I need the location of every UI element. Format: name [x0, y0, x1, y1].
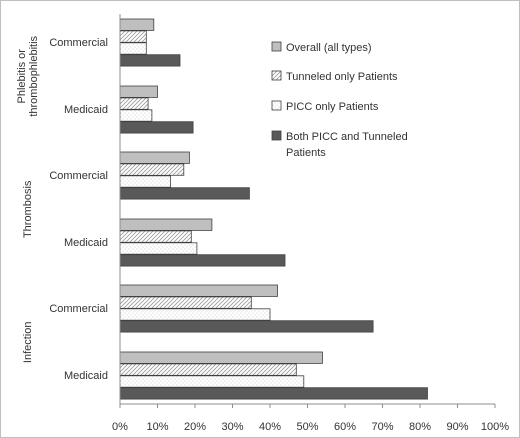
x-tick-label: 100% — [481, 421, 509, 433]
bar-picc — [119, 175, 171, 188]
group-label-line: Infection — [22, 322, 34, 364]
x-tick-label: 20% — [184, 421, 206, 433]
x-tick-label: 60% — [334, 421, 356, 433]
x-tick-label: 30% — [221, 421, 243, 433]
bar-overall — [119, 218, 213, 231]
legend-label: PICC only Patients — [286, 101, 379, 113]
category-label: Medicaid — [64, 370, 108, 382]
category-label: Medicaid — [64, 237, 108, 249]
bar-tunneled — [119, 97, 149, 110]
legend-swatch-picc — [271, 100, 282, 111]
x-tick-label: 80% — [409, 421, 431, 433]
bar-overall — [119, 284, 278, 297]
legend-label-line: Both PICC and Tunneled — [286, 131, 408, 143]
x-tick-label: 40% — [259, 421, 281, 433]
x-tick-label: 70% — [371, 421, 393, 433]
bar-overall — [119, 351, 323, 364]
legend-swatch-overall — [271, 41, 282, 52]
bar-both — [119, 387, 428, 400]
legend-label: Both PICC and Tunneled Patients — [286, 131, 408, 159]
legend-swatch-tunneled — [271, 70, 282, 81]
group-label-line: Thrombosis — [22, 180, 34, 238]
bar-overall — [119, 151, 190, 164]
x-tick-label: 10% — [146, 421, 168, 433]
legend-label-line: Patients — [286, 147, 326, 159]
group-label: Phlebitis orthrombophlebitis — [16, 35, 40, 116]
bar-tunneled — [119, 363, 297, 376]
legend-swatch-both — [271, 130, 282, 141]
category-label: Commercial — [49, 303, 108, 315]
bar-overall — [119, 85, 158, 98]
bar-picc — [119, 42, 147, 55]
bar-picc — [119, 242, 198, 255]
bar-tunneled — [119, 230, 192, 243]
bar-both — [119, 254, 286, 267]
bar-overall — [119, 18, 155, 31]
legend-label-line: PICC only Patients — [286, 101, 379, 113]
group-label-line: Phlebitis or — [16, 49, 28, 104]
legend-label: Overall (all types) — [286, 42, 372, 54]
group-label: Infection — [22, 322, 34, 364]
bar-tunneled — [119, 296, 252, 309]
bar-picc — [119, 308, 271, 321]
group-label-line: thrombophlebitis — [28, 35, 40, 116]
bar-both — [119, 187, 250, 200]
category-label: Commercial — [49, 37, 108, 49]
bar-picc — [119, 109, 153, 122]
bar-tunneled — [119, 163, 185, 176]
x-tick-label: 0% — [112, 421, 128, 433]
bar-tunneled — [119, 30, 147, 43]
legend-label-line: Tunneled only Patients — [286, 71, 398, 83]
bar-both — [119, 320, 374, 333]
legend-label-line: Overall (all types) — [286, 42, 372, 54]
bar-picc — [119, 375, 305, 388]
bar-both — [119, 121, 194, 134]
category-label: Medicaid — [64, 104, 108, 116]
bar-both — [119, 54, 181, 67]
group-label: Thrombosis — [22, 180, 34, 238]
x-tick-label: 90% — [446, 421, 468, 433]
legend-label: Tunneled only Patients — [286, 71, 398, 83]
category-label: Commercial — [49, 170, 108, 182]
x-tick-label: 50% — [296, 421, 318, 433]
